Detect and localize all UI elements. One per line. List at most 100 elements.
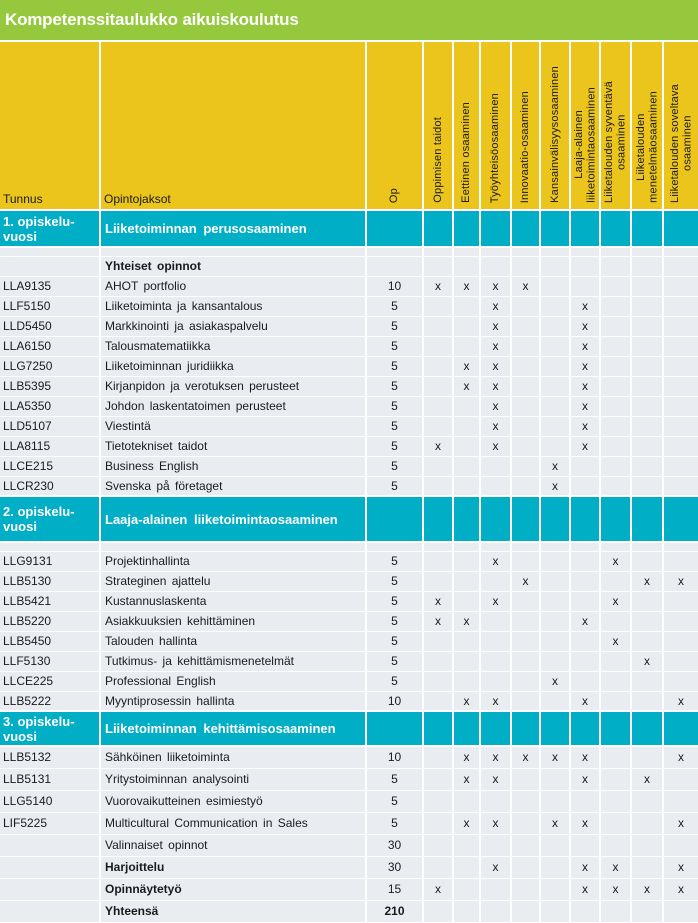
competency-mark-cell: x [600,856,632,879]
course-op-cell: 5 [366,356,424,377]
course-row: LLCR230 Svenska på företaget 5 x [0,476,698,497]
competency-mark-cell: x [570,856,601,879]
competency-mark-cell [453,416,481,437]
competency-mark-cell [570,631,601,652]
course-op-cell: 5 [366,768,424,791]
course-op-cell: 5 [366,376,424,397]
spacer-cell [663,542,698,552]
competency-mark-cell: x [570,746,601,769]
competency-mark-cell [631,611,664,632]
course-op-cell: 5 [366,651,424,672]
spacer-cell [453,247,481,257]
course-name-cell: Asiakkuuksien kehittäminen [100,611,367,632]
competency-mark-cell [600,276,632,297]
course-op-cell: 5 [366,396,424,417]
competency-mark-cell [423,571,454,592]
competency-mark-cell [511,316,541,337]
section-title-cell: Liiketoiminnan perusosaaminen [100,209,367,248]
competency-mark-cell: x [570,611,601,632]
course-code-cell: LLCR230 [0,476,101,497]
competency-mark-cell: x [631,571,664,592]
spacer-cell [600,247,632,257]
course-row: LIF5225 Multicultural Communication in Sa… [0,812,698,835]
competency-mark-cell [423,476,454,497]
course-name-cell: Vuorovaikutteinen esimiestyö [100,790,367,813]
competency-mark-cell: x [480,376,512,397]
competency-mark-cell [423,256,454,277]
page-title: Kompetenssitaulukko aikuiskoulutus [5,10,299,29]
spacer-cell [0,247,101,257]
competency-mark-cell [540,878,571,901]
competency-mark-cell: x [600,878,632,901]
competency-mark-cell [540,356,571,377]
competency-header-label: Liiketalouden soveltava osaaminen [668,84,694,203]
competency-header-label: Kansainvälisyysosaaminen [548,66,561,203]
course-code-cell: LLD5107 [0,416,101,437]
spacer-cell [540,247,571,257]
competency-mark-cell [540,834,571,857]
spacer-cell [423,542,454,552]
spacer-cell [570,542,601,552]
competency-mark-cell [663,456,698,477]
competency-mark-cell: x [511,746,541,769]
course-code-cell: LIF5225 [0,812,101,835]
competency-mark-cell [631,296,664,317]
competency-mark-cell [570,456,601,477]
competency-mark-cell [663,416,698,437]
course-name-cell: Kustannuslaskenta [100,591,367,612]
competency-mark-cell: x [480,591,512,612]
competency-mark-cell [511,356,541,377]
competency-mark-cell: x [480,356,512,377]
section-row: 2. opiskelu- vuosi Laaja-alainen liiketoi… [0,495,698,543]
competency-mark-cell [453,900,481,923]
competency-mark-cell [453,631,481,652]
competency-mark-cell [480,611,512,632]
course-row: LLB5130 Strateginen ajattelu 5 x x x [0,571,698,592]
spacer-cell [100,247,367,257]
competency-mark-cell [663,376,698,397]
competency-mark-cell [600,376,632,397]
course-code-cell: LLB5421 [0,591,101,612]
competency-mark-cell [480,790,512,813]
section-filler-cell [570,495,601,543]
course-name-cell: Talouden hallinta [100,631,367,652]
course-code-cell: LLB5132 [0,746,101,769]
section-filler-cell [540,209,571,248]
competency-mark-cell: x [540,671,571,692]
section-year-cell: 1. opiskelu- vuosi [0,209,101,248]
competency-mark-cell [600,416,632,437]
competency-mark-cell [453,834,481,857]
competency-mark-cell: x [453,812,481,835]
competency-mark-cell [511,296,541,317]
competency-mark-cell [453,336,481,357]
competency-mark-cell [453,316,481,337]
section-row: 1. opiskelu- vuosi Liiketoiminnan perusos… [0,209,698,248]
competency-mark-cell: x [570,416,601,437]
spacer-cell [511,247,541,257]
course-code-cell: LLB5131 [0,768,101,791]
course-name-cell: Kirjanpidon ja verotuksen perusteet [100,376,367,397]
competency-mark-cell [540,416,571,437]
course-row: Opinnäytetyö 15 x x x x x [0,878,698,901]
competency-mark-cell [511,900,541,923]
op-header-label: Op [388,187,401,203]
competency-mark-cell: x [423,436,454,457]
course-row: LLB5220 Asiakkuuksien kehittäminen 5 x x x [0,611,698,632]
competency-header-label: Innovaatio-osaaminen [519,90,532,203]
competency-mark-cell [511,396,541,417]
competency-mark-cell [511,671,541,692]
course-op-cell: 210 [366,900,424,923]
competency-mark-cell [570,900,601,923]
course-row: LLA5350 Johdon laskentatoimen perusteet 5 x… [0,396,698,417]
competency-mark-cell: x [663,878,698,901]
section-filler-cell [511,209,541,248]
competency-mark-cell: x [631,651,664,672]
section-filler-cell [600,710,632,747]
competency-header-eettinen-osaaminen: Eettinen osaaminen [453,42,481,210]
competency-header-innovaatio-osaaminen: Innovaatio-osaaminen [511,42,541,210]
competency-mark-cell [423,456,454,477]
competency-mark-cell: x [480,856,512,879]
competency-mark-cell: x [540,456,571,477]
section-filler-cell [600,495,632,543]
competency-mark-cell [631,551,664,572]
